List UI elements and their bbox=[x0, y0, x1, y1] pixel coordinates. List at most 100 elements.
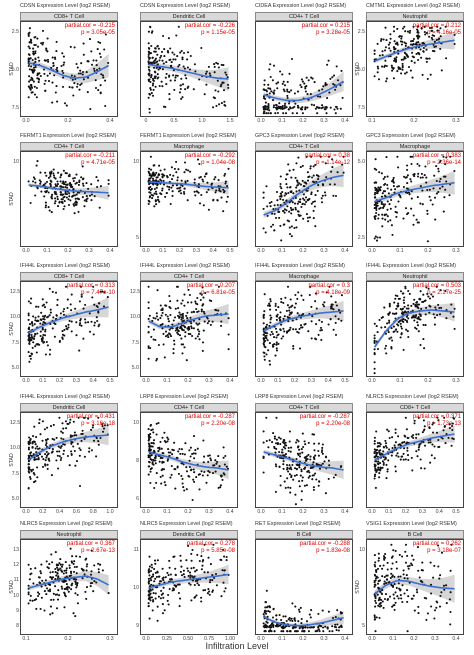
data-point bbox=[58, 339, 61, 342]
data-point bbox=[163, 55, 166, 58]
data-point bbox=[39, 74, 42, 78]
data-point bbox=[147, 202, 150, 206]
data-point bbox=[163, 174, 166, 177]
data-point bbox=[163, 431, 166, 434]
data-point bbox=[373, 616, 376, 619]
data-point bbox=[147, 325, 150, 328]
data-point bbox=[29, 594, 32, 597]
data-point bbox=[281, 82, 284, 85]
data-point bbox=[95, 581, 98, 584]
data-point bbox=[281, 448, 284, 451]
data-point bbox=[388, 436, 391, 440]
data-point bbox=[160, 482, 163, 485]
data-point bbox=[154, 462, 157, 465]
data-point bbox=[320, 329, 323, 332]
data-point bbox=[212, 198, 215, 201]
data-point bbox=[181, 482, 184, 485]
data-point bbox=[378, 462, 382, 465]
data-point bbox=[177, 25, 180, 28]
data-point bbox=[341, 163, 344, 166]
data-point bbox=[334, 321, 337, 324]
data-point bbox=[379, 186, 382, 189]
data-point bbox=[50, 195, 53, 198]
data-point bbox=[158, 446, 161, 449]
x-tick-label: 0.3 bbox=[192, 248, 200, 254]
data-point bbox=[279, 224, 282, 227]
data-point bbox=[54, 551, 57, 554]
data-point bbox=[222, 210, 225, 213]
p-value-label: p = 1.04e-08 bbox=[201, 159, 235, 166]
data-point bbox=[147, 594, 151, 597]
data-point bbox=[52, 598, 55, 601]
data-point bbox=[282, 615, 285, 618]
data-point bbox=[423, 174, 426, 177]
data-point bbox=[151, 94, 155, 97]
data-point bbox=[157, 421, 160, 425]
data-point bbox=[28, 578, 31, 581]
data-point bbox=[164, 335, 168, 338]
data-point bbox=[413, 175, 416, 178]
data-point bbox=[397, 52, 400, 55]
data-point bbox=[408, 193, 411, 196]
data-point bbox=[280, 106, 284, 109]
x-tick-label: 0.0 bbox=[142, 636, 150, 642]
data-point bbox=[340, 465, 343, 468]
data-point bbox=[416, 321, 419, 324]
data-point bbox=[384, 552, 387, 556]
data-point bbox=[94, 79, 97, 82]
data-point bbox=[329, 106, 332, 109]
data-point bbox=[205, 83, 208, 86]
data-point bbox=[152, 60, 155, 63]
data-point bbox=[49, 571, 52, 574]
data-point bbox=[303, 203, 306, 206]
data-point bbox=[51, 197, 54, 200]
data-point bbox=[395, 560, 398, 564]
data-point bbox=[224, 587, 227, 590]
data-point bbox=[269, 112, 272, 115]
data-point bbox=[317, 484, 320, 487]
data-point bbox=[97, 571, 100, 574]
data-point bbox=[30, 86, 34, 89]
data-point bbox=[417, 448, 420, 451]
data-point bbox=[75, 434, 78, 437]
partial-cor-label: partial.cor = 0.212 bbox=[412, 23, 461, 29]
data-point bbox=[398, 35, 402, 38]
data-point bbox=[62, 449, 66, 452]
data-point bbox=[207, 320, 211, 323]
data-point bbox=[192, 468, 195, 471]
data-point bbox=[34, 181, 37, 184]
data-point bbox=[44, 204, 48, 207]
data-point bbox=[148, 570, 151, 573]
data-point bbox=[287, 191, 290, 195]
data-point bbox=[277, 436, 281, 439]
data-point bbox=[445, 317, 448, 320]
data-point bbox=[181, 312, 185, 315]
data-point bbox=[206, 592, 209, 595]
data-point bbox=[225, 555, 228, 559]
data-point bbox=[85, 200, 88, 203]
data-point bbox=[214, 572, 218, 576]
data-point bbox=[406, 630, 409, 633]
data-point bbox=[80, 324, 83, 327]
data-point bbox=[438, 160, 441, 164]
data-point bbox=[304, 90, 307, 93]
data-point bbox=[282, 467, 285, 470]
data-point bbox=[374, 599, 377, 602]
data-point bbox=[429, 199, 432, 202]
data-point bbox=[180, 474, 183, 478]
data-point bbox=[72, 203, 75, 206]
data-point bbox=[264, 612, 268, 615]
data-point bbox=[303, 185, 306, 188]
data-point bbox=[168, 294, 171, 298]
data-point bbox=[423, 596, 426, 599]
x-tick-label: 0.0 bbox=[142, 509, 150, 515]
data-point bbox=[171, 448, 174, 451]
data-point bbox=[174, 487, 177, 490]
data-point bbox=[37, 78, 41, 81]
data-point bbox=[319, 624, 322, 627]
data-point bbox=[174, 574, 177, 577]
data-point bbox=[159, 192, 162, 195]
data-point bbox=[269, 87, 272, 91]
data-point bbox=[215, 104, 218, 107]
data-point bbox=[425, 618, 428, 621]
